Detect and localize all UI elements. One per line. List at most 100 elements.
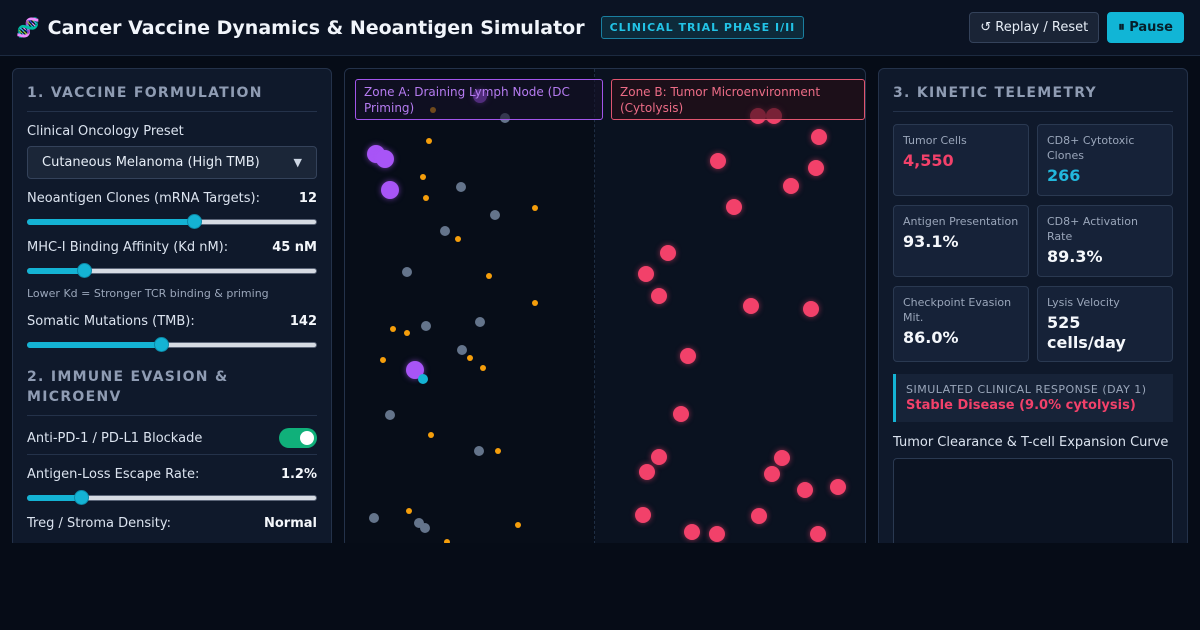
vaccine-formulation-panel: 1. VACCINE FORMULATION Clinical Oncology…	[12, 68, 332, 548]
clearance-curve-chart	[893, 458, 1173, 547]
zone-b-label: Zone B: Tumor Microenvironment (Cytolysi…	[611, 79, 865, 120]
t-cell	[474, 446, 484, 456]
metric-value: 89.3%	[1047, 247, 1103, 266]
t-cell	[369, 513, 379, 523]
slider-fill	[27, 219, 194, 225]
t-cell	[385, 410, 395, 420]
pd1-row: Anti-PD-1 / PD-L1 Blockade	[27, 428, 317, 455]
antigen-particle	[495, 448, 501, 454]
tumor-cell	[684, 524, 700, 540]
metric-value: 266	[1047, 166, 1081, 185]
metric-cd8-clones: CD8+ Cytotoxic Clones 266	[1037, 124, 1173, 196]
metric-label: Lysis Velocity	[1047, 296, 1120, 309]
clinical-response-label: SIMULATED CLINICAL RESPONSE (DAY 1)	[906, 383, 1147, 396]
top-actions: ↺ Replay / Reset ⏸ Pause	[969, 12, 1184, 43]
tumor-cell	[764, 466, 780, 482]
slider-thumb[interactable]	[76, 263, 92, 278]
t-cell	[414, 518, 424, 528]
slider-thumb[interactable]	[153, 337, 169, 352]
tumor-cell	[635, 507, 651, 523]
escape-label: Antigen-Loss Escape Rate:	[27, 467, 200, 482]
metrics-grid: Tumor Cells 4,550 CD8+ Cytotoxic Clones …	[893, 124, 1173, 362]
chevron-down-icon: ▼	[293, 156, 302, 169]
toggle-knob	[300, 431, 314, 445]
t-cell	[420, 523, 430, 533]
tumor-cell	[811, 129, 827, 145]
neoantigen-label: Neoantigen Clones (mRNA Targets):	[27, 191, 260, 206]
mhc-label: MHC-I Binding Affinity (Kd nM):	[27, 240, 229, 255]
neoantigen-row: Neoantigen Clones (mRNA Targets): 12	[27, 191, 317, 206]
kinetic-telemetry-panel: 3. KINETIC TELEMETRY Tumor Cells 4,550 C…	[878, 68, 1188, 548]
simulation-canvas[interactable]: Zone A: Draining Lymph Node (DC Priming)…	[344, 68, 866, 548]
slider-fill	[27, 342, 161, 348]
antigen-particle	[426, 138, 432, 144]
tmb-value: 142	[289, 314, 317, 329]
antigen-particle	[455, 236, 461, 242]
tumor-cell	[673, 406, 689, 422]
metric-label: CD8+ Activation Rate	[1047, 215, 1138, 243]
slider-thumb[interactable]	[73, 490, 89, 505]
treg-label: Treg / Stroma Density:	[27, 516, 171, 531]
pd1-toggle[interactable]	[279, 428, 317, 448]
tumor-cell	[639, 464, 655, 480]
dendritic-cell	[376, 150, 394, 168]
antigen-particle	[486, 273, 492, 279]
metric-value: 525 cells/day	[1047, 313, 1126, 352]
slider-fill	[27, 268, 84, 274]
antigen-particle	[420, 174, 426, 180]
page-footer-area	[0, 543, 1200, 630]
metric-value: 4,550	[903, 151, 954, 170]
neoantigen-value: 12	[298, 191, 317, 206]
tumor-cell	[803, 301, 819, 317]
clinical-response-value: Stable Disease (9.0% cytolysis)	[906, 398, 1136, 413]
metric-label: CD8+ Cytotoxic Clones	[1047, 134, 1135, 162]
tumor-cell	[751, 508, 767, 524]
metric-antigen-presentation: Antigen Presentation 93.1%	[893, 205, 1029, 277]
t-cell	[440, 226, 450, 236]
app-title: 🧬 Cancer Vaccine Dynamics & Neoantigen S…	[16, 16, 805, 39]
metric-tumor-cells: Tumor Cells 4,550	[893, 124, 1029, 196]
section-title-immune-evasion: 2. IMMUNE EVASION & MICROENV	[27, 367, 317, 416]
escape-slider[interactable]	[27, 490, 317, 506]
tumor-cell	[774, 450, 790, 466]
slider-thumb[interactable]	[186, 214, 202, 229]
metric-label: Checkpoint Evasion Mit.	[903, 296, 1012, 324]
preset-select-value: Cutaneous Melanoma (High TMB)	[42, 155, 260, 170]
replay-reset-button[interactable]: ↺ Replay / Reset	[969, 12, 1100, 43]
zone-divider	[594, 69, 595, 547]
clinical-response-box: SIMULATED CLINICAL RESPONSE (DAY 1) Stab…	[893, 374, 1173, 422]
dendritic-cell	[381, 181, 399, 199]
phase-badge: CLINICAL TRIAL PHASE I/II	[600, 16, 805, 39]
section-title-formulation: 1. VACCINE FORMULATION	[27, 83, 317, 112]
pause-button[interactable]: ⏸ Pause	[1107, 12, 1184, 43]
metric-lysis-velocity: Lysis Velocity 525 cells/day	[1037, 286, 1173, 362]
antigen-particle	[444, 539, 450, 545]
pd1-label: Anti-PD-1 / PD-L1 Blockade	[27, 430, 203, 446]
tumor-cell	[808, 160, 824, 176]
antigen-particle	[406, 508, 412, 514]
t-cell	[456, 182, 466, 192]
metric-value: 93.1%	[903, 232, 959, 251]
treg-row: Treg / Stroma Density: Normal	[27, 516, 317, 531]
neoantigen-slider[interactable]	[27, 214, 317, 230]
tumor-cell	[638, 266, 654, 282]
app-title-text: Cancer Vaccine Dynamics & Neoantigen Sim…	[47, 16, 585, 39]
section-title-telemetry: 3. KINETIC TELEMETRY	[893, 83, 1173, 112]
t-cell	[490, 210, 500, 220]
treg-value: Normal	[264, 516, 317, 531]
antigen-particle	[515, 522, 521, 528]
tumor-cell	[709, 526, 725, 542]
antigen-particle	[480, 365, 486, 371]
zone-a-label: Zone A: Draining Lymph Node (DC Priming)	[355, 79, 603, 120]
tumor-cell	[726, 199, 742, 215]
curve-title: Tumor Clearance & T-cell Expansion Curve	[893, 435, 1169, 450]
tumor-cell	[710, 153, 726, 169]
mhc-slider[interactable]	[27, 263, 317, 279]
top-bar: 🧬 Cancer Vaccine Dynamics & Neoantigen S…	[0, 0, 1200, 56]
preset-select[interactable]: Cutaneous Melanoma (High TMB) ▼	[27, 146, 317, 179]
tumor-cell	[810, 526, 826, 542]
metric-label: Antigen Presentation	[903, 215, 1019, 228]
tmb-slider[interactable]	[27, 337, 317, 353]
mhc-row: MHC-I Binding Affinity (Kd nM): 45 nM	[27, 240, 317, 255]
tumor-cell	[743, 298, 759, 314]
